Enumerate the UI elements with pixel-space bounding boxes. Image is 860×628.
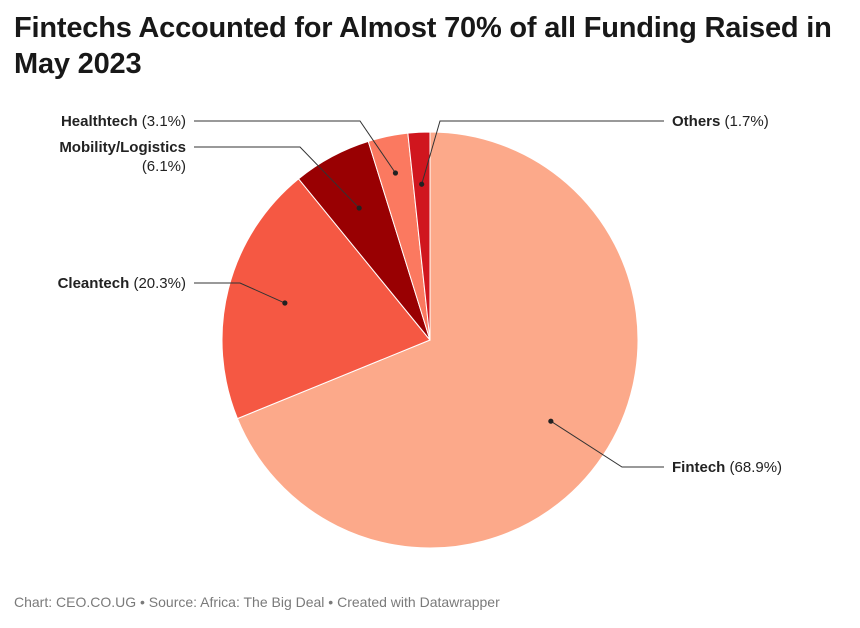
leader-dot-mobility-logistics	[356, 205, 362, 211]
leader-line-cleantech	[194, 282, 286, 304]
slice-label-value: (20.3%)	[129, 275, 186, 292]
leader-line-fintech	[550, 420, 664, 468]
slice-label-cleantech: Cleantech (20.3%)	[58, 275, 186, 292]
pie-slice-fintech	[236, 131, 639, 549]
leader-dot-healthtech	[392, 170, 399, 176]
slice-label-value: (68.9%)	[725, 459, 782, 476]
slice-label-others: Others (1.7%)	[672, 113, 769, 130]
pie-slice-others	[407, 131, 431, 341]
leader-line-others	[421, 120, 664, 185]
chart-footer: Chart: CEO.CO.UG • Source: Africa: The B…	[14, 594, 500, 610]
pie-slices	[221, 131, 639, 549]
leader-lines	[194, 120, 664, 468]
slice-label-value: (6.1%)	[142, 158, 186, 175]
slice-label-healthtech: Healthtech (3.1%)	[61, 113, 186, 130]
leader-dot-fintech	[548, 418, 554, 424]
slice-label-name: Others	[672, 113, 720, 130]
chart-title: Fintechs Accounted for Almost 70% of all…	[14, 12, 832, 80]
slice-label-value: (1.7%)	[720, 113, 768, 130]
leader-dot-cleantech	[282, 300, 288, 306]
pie-slice-cleantech	[221, 178, 431, 420]
slice-label-fintech: Fintech (68.9%)	[672, 459, 782, 476]
leader-line-mobility-logistics	[194, 146, 360, 209]
leader-line-healthtech	[194, 120, 396, 174]
slice-labels: Fintech (68.9%) Cleantech (20.3%) Mobility…	[58, 113, 782, 476]
slice-label-name: Fintech	[672, 459, 725, 476]
slice-label-value: (3.1%)	[138, 113, 186, 130]
slice-label-name: Mobility/Logistics	[59, 139, 186, 156]
slice-label-name: Healthtech	[61, 113, 138, 130]
leader-dot-others	[419, 181, 425, 187]
slice-label-mobility-logistics: Mobility/Logistics (6.1%)	[59, 139, 186, 175]
slice-label-name: Cleantech	[58, 275, 130, 292]
